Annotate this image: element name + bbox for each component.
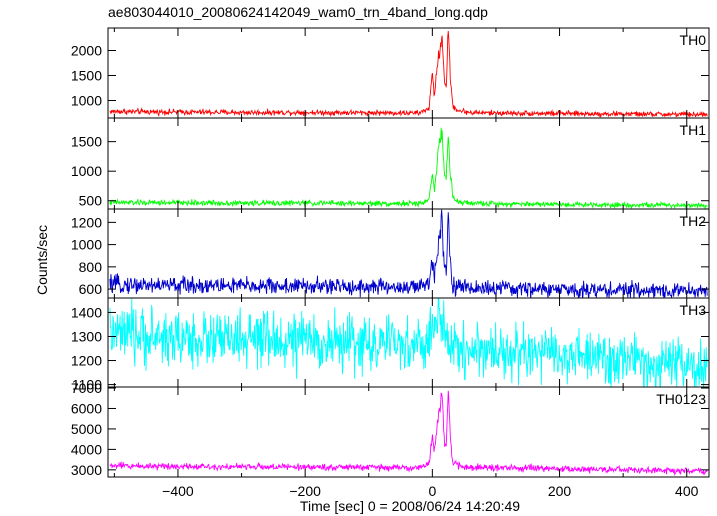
y-tick-label: 7000 [71, 380, 102, 396]
panel-label-th2: TH2 [680, 213, 707, 229]
x-tick-label: −200 [289, 483, 321, 499]
x-axis-ticks: −400 −200 0 200 400 [162, 483, 698, 499]
x-axis-label: Time [sec] 0 = 2008/06/24 14:20:49 [300, 498, 520, 514]
series-line-th0123 [109, 390, 708, 477]
y-axis-label: Counts/sec [34, 225, 50, 295]
panel-frame [107, 208, 710, 299]
y-tick-label: 600 [79, 281, 103, 297]
panel-th0: 1000 1500 2000 TH0 [71, 27, 710, 119]
y-tick-label: 6000 [71, 400, 102, 416]
panel-th3: 1100 1200 1300 1400 TH3 [71, 297, 710, 393]
y-tick-label: 5000 [71, 421, 102, 437]
y-tick-label: 1200 [71, 214, 102, 230]
panel-th1: 500 1000 1500 TH1 [71, 117, 710, 210]
y-tick-label: 1200 [71, 353, 102, 369]
y-tick-label: 1400 [71, 304, 102, 320]
series-line-th3 [109, 298, 708, 387]
y-tick-label: 1500 [71, 68, 102, 84]
x-tick-label: 200 [548, 483, 572, 499]
panel-th2: 600 800 1000 1200 TH2 [71, 208, 710, 299]
panel-frame [107, 117, 710, 210]
panel-frame [107, 27, 710, 119]
panel-frame [107, 386, 710, 478]
chart-title: ae803044010_20080624142049_wam0_trn_4ban… [108, 4, 488, 20]
y-tick-label: 800 [79, 259, 103, 275]
x-tick-label: 400 [675, 483, 699, 499]
panel-label-th0123: TH0123 [656, 391, 706, 407]
y-tick-label: 1000 [71, 93, 102, 109]
series-line-th1 [109, 127, 708, 209]
y-tick-label: 1100 [72, 377, 102, 393]
x-tick-label: −400 [162, 483, 194, 499]
series-line-th2 [109, 209, 708, 298]
y-tick-label: 1500 [71, 134, 102, 150]
y-tick-label: 1000 [71, 163, 102, 179]
panel-label-th0: TH0 [680, 32, 707, 48]
plot-panels: 100015002000TH050010001500TH160080010001… [71, 27, 710, 478]
y-tick-label: 2000 [71, 43, 102, 59]
panel-label-th1: TH1 [680, 122, 707, 138]
y-tick-label: 500 [79, 193, 103, 209]
y-tick-label: 4000 [71, 441, 102, 457]
series-line-th0 [109, 31, 708, 118]
panel-label-th3: TH3 [680, 302, 707, 318]
y-tick-label: 1000 [71, 237, 102, 253]
panel-th0123: 3000 4000 5000 6000 7000 TH0123 [71, 380, 710, 478]
y-tick-label: 1300 [71, 328, 102, 344]
x-tick-label: 0 [428, 483, 436, 499]
y-tick-label: 3000 [71, 462, 102, 478]
